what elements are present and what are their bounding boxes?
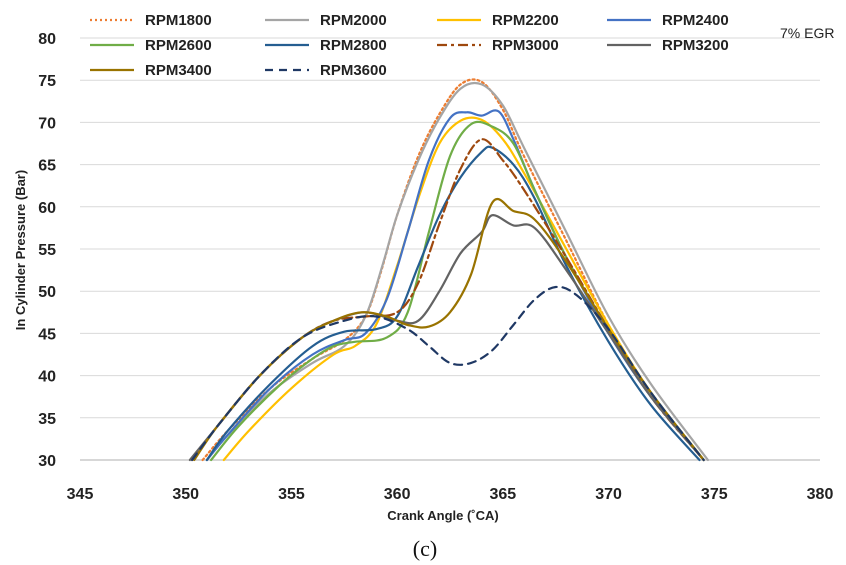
series-line-rpm2200 — [222, 116, 705, 462]
y-tick-label: 70 — [38, 115, 56, 132]
series-line-rpm3600 — [191, 285, 705, 462]
x-tick-label: 350 — [172, 486, 199, 503]
series-lines — [188, 78, 709, 462]
series-line-rpm2000 — [205, 81, 709, 462]
x-tick-label: 360 — [384, 486, 411, 503]
series-line-rpm3000 — [191, 138, 705, 462]
series-line-rpm3200 — [188, 214, 705, 462]
y-tick-label: 40 — [38, 369, 56, 386]
y-tick-label: 80 — [38, 31, 56, 48]
y-tick-labels: 30 35 40 45 50 55 60 65 70 75 80 — [38, 31, 56, 470]
y-tick-label: 55 — [38, 242, 56, 259]
y-tick-label: 45 — [38, 326, 56, 343]
y-tick-label: 30 — [38, 453, 56, 470]
x-tick-label: 365 — [490, 486, 517, 503]
y-tick-label: 50 — [38, 284, 56, 301]
legend-label-rpm2000: RPM2000 — [320, 12, 387, 29]
annotation-label: 7% EGR — [780, 25, 834, 41]
x-tick-label: 345 — [67, 486, 94, 503]
x-tick-label: 380 — [807, 486, 834, 503]
series-line-rpm3400 — [193, 197, 705, 462]
series-line-rpm2400 — [205, 109, 705, 462]
legend-label-rpm2600: RPM2600 — [145, 37, 212, 54]
x-tick-label: 370 — [595, 486, 622, 503]
legend-label-rpm2400: RPM2400 — [662, 12, 729, 29]
x-tick-label: 355 — [278, 486, 305, 503]
y-tick-label: 35 — [38, 411, 56, 428]
series-line-rpm1800 — [201, 78, 705, 462]
series-line-rpm2800 — [205, 145, 701, 462]
legend: RPM1800 RPM2000 RPM2200 RPM2400 RPM2600 RPM28… — [90, 12, 729, 79]
legend-label-rpm2200: RPM2200 — [492, 12, 559, 29]
y-tick-label: 75 — [38, 73, 56, 90]
x-axis-title: Crank Angle (˚CA) — [387, 508, 498, 523]
y-tick-label: 65 — [38, 158, 56, 175]
legend-label-rpm1800: RPM1800 — [145, 12, 212, 29]
figure-caption: (c) — [413, 536, 437, 561]
legend-label-rpm3200: RPM3200 — [662, 37, 729, 54]
x-tick-labels: 345 350 355 360 365 370 375 380 — [67, 486, 834, 503]
legend-label-rpm3600: RPM3600 — [320, 62, 387, 79]
x-tick-label: 375 — [701, 486, 728, 503]
legend-label-rpm3400: RPM3400 — [145, 62, 212, 79]
legend-label-rpm2800: RPM2800 — [320, 37, 387, 54]
legend-label-rpm3000: RPM3000 — [492, 37, 559, 54]
y-axis-title: In Cylinder Pressure (Bar) — [13, 170, 28, 330]
y-tick-label: 60 — [38, 200, 56, 217]
